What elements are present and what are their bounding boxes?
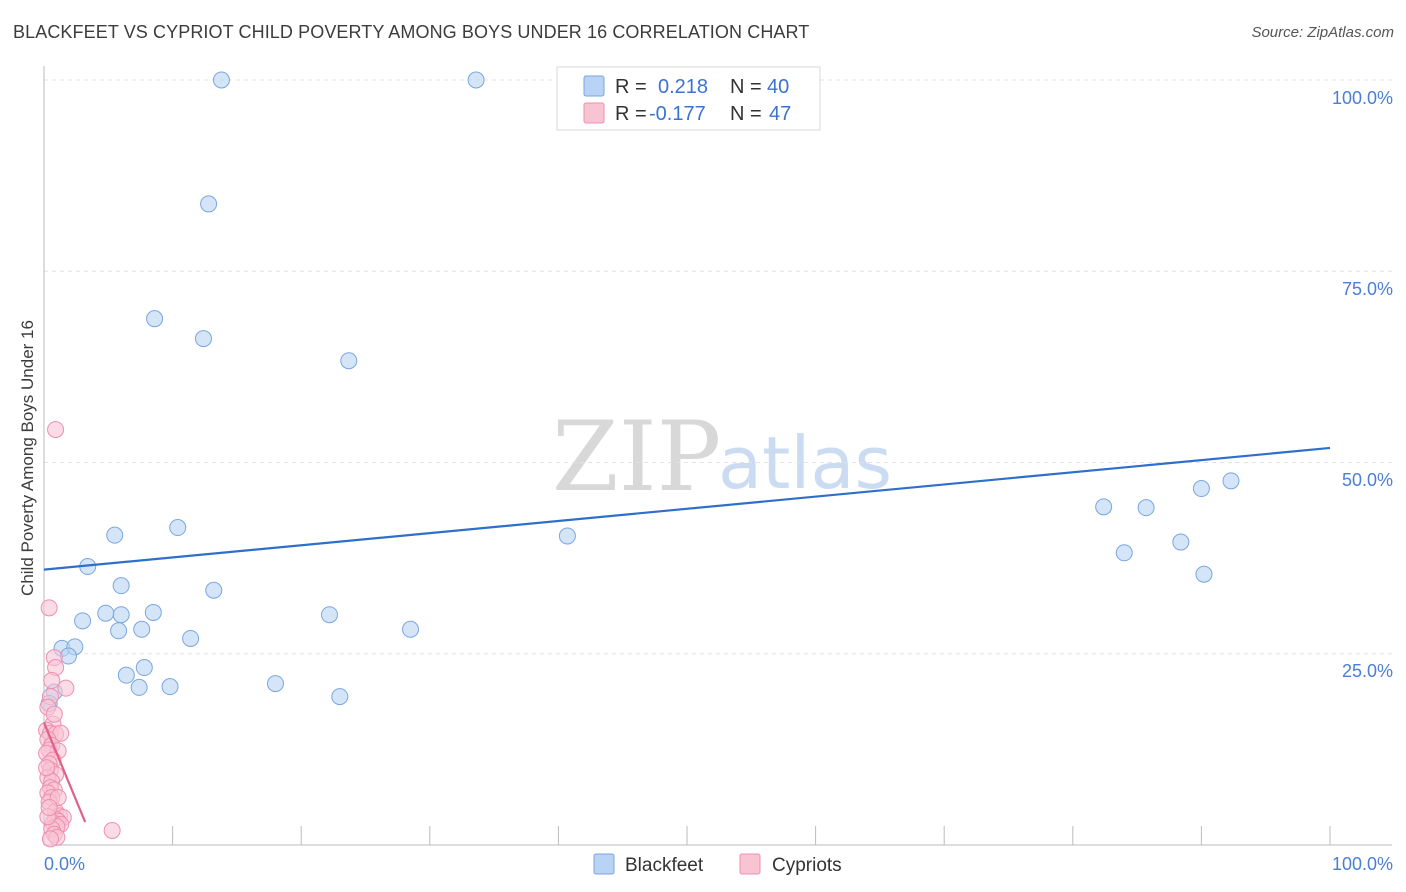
legend-r-label-blackfeet: R = bbox=[615, 76, 647, 98]
y-tick-label-100: 100.0% bbox=[1332, 88, 1393, 108]
legend-n-value-cypriots: 47 bbox=[769, 103, 791, 125]
data-point bbox=[558, 527, 576, 545]
data-point bbox=[40, 799, 58, 817]
data-point bbox=[1172, 533, 1190, 551]
series-legend-label-blackfeet: Blackfeet bbox=[625, 855, 704, 876]
data-point bbox=[146, 310, 164, 328]
data-point bbox=[106, 526, 124, 544]
y-axis-title: Child Poverty Among Boys Under 16 bbox=[18, 320, 37, 596]
data-point bbox=[45, 705, 63, 723]
series-cypriots bbox=[38, 421, 121, 848]
data-point bbox=[112, 577, 130, 595]
data-point bbox=[38, 759, 56, 777]
trend-lines bbox=[42, 446, 1331, 823]
data-point bbox=[320, 606, 338, 624]
data-point bbox=[161, 678, 179, 696]
data-point bbox=[57, 679, 75, 697]
series-legend: Blackfeet Cypriots bbox=[593, 853, 842, 876]
data-point bbox=[130, 678, 148, 696]
legend-n-label-blackfeet: N = bbox=[730, 76, 762, 98]
stats-legend: R = 0.218 N = 40 R = -0.177 N = 47 bbox=[556, 66, 821, 131]
data-point bbox=[112, 606, 130, 624]
series-legend-label-cypriots: Cypriots bbox=[772, 855, 842, 876]
data-point bbox=[194, 330, 212, 348]
source-credit: Source: ZipAtlas.com bbox=[1251, 24, 1394, 41]
x-tick-label-max: 100.0% bbox=[1332, 854, 1393, 874]
legend-n-value-blackfeet: 40 bbox=[767, 76, 789, 98]
y-tick-label-50: 50.0% bbox=[1342, 470, 1393, 490]
gridlines bbox=[44, 79, 1392, 655]
data-point bbox=[1195, 565, 1213, 583]
data-point bbox=[1222, 472, 1240, 490]
legend-r-value-cypriots: -0.177 bbox=[649, 103, 706, 125]
y-tick-label-75: 75.0% bbox=[1342, 279, 1393, 299]
data-point bbox=[1095, 498, 1113, 516]
data-point bbox=[1192, 480, 1210, 498]
trend-line-cypriots bbox=[42, 722, 87, 823]
legend-r-label-cypriots: R = bbox=[615, 103, 647, 125]
data-point bbox=[135, 659, 153, 677]
data-point bbox=[1115, 544, 1133, 562]
data-point bbox=[74, 612, 92, 630]
data-point bbox=[200, 195, 218, 213]
data-point bbox=[182, 629, 200, 647]
legend-n-label-cypriots: N = bbox=[730, 103, 762, 125]
data-point bbox=[212, 71, 230, 89]
data-point bbox=[110, 622, 128, 640]
x-tick-label-min: 0.0% bbox=[44, 854, 85, 874]
series-legend-swatch-cypriots bbox=[739, 853, 761, 875]
data-point bbox=[467, 71, 485, 89]
data-point bbox=[41, 830, 59, 848]
series-legend-swatch-blackfeet bbox=[593, 853, 615, 875]
data-point bbox=[40, 599, 58, 617]
data-point bbox=[1137, 499, 1155, 517]
watermark-zip: ZIP bbox=[552, 401, 721, 513]
data-point bbox=[331, 688, 349, 706]
chart-title: BLACKFEET VS CYPRIOT CHILD POVERTY AMONG… bbox=[13, 22, 810, 42]
series-blackfeet bbox=[40, 71, 1240, 712]
data-point bbox=[169, 519, 187, 537]
x-tick-marks bbox=[172, 826, 1331, 845]
data-point bbox=[43, 672, 61, 690]
data-point bbox=[103, 821, 121, 839]
y-tick-label-25: 25.0% bbox=[1342, 661, 1393, 681]
trend-line-blackfeet bbox=[43, 446, 1331, 571]
data-point bbox=[97, 604, 115, 622]
data-point bbox=[205, 581, 223, 599]
legend-swatch-cypriots bbox=[583, 102, 605, 124]
data-point bbox=[340, 352, 358, 370]
data-point bbox=[59, 647, 77, 665]
legend-r-value-blackfeet: 0.218 bbox=[658, 76, 708, 98]
data-point bbox=[117, 666, 135, 684]
legend-swatch-blackfeet bbox=[583, 75, 605, 97]
data-point bbox=[47, 421, 65, 439]
data-point bbox=[266, 675, 284, 693]
data-point bbox=[133, 620, 151, 638]
data-point bbox=[144, 603, 162, 621]
data-point bbox=[402, 620, 420, 638]
